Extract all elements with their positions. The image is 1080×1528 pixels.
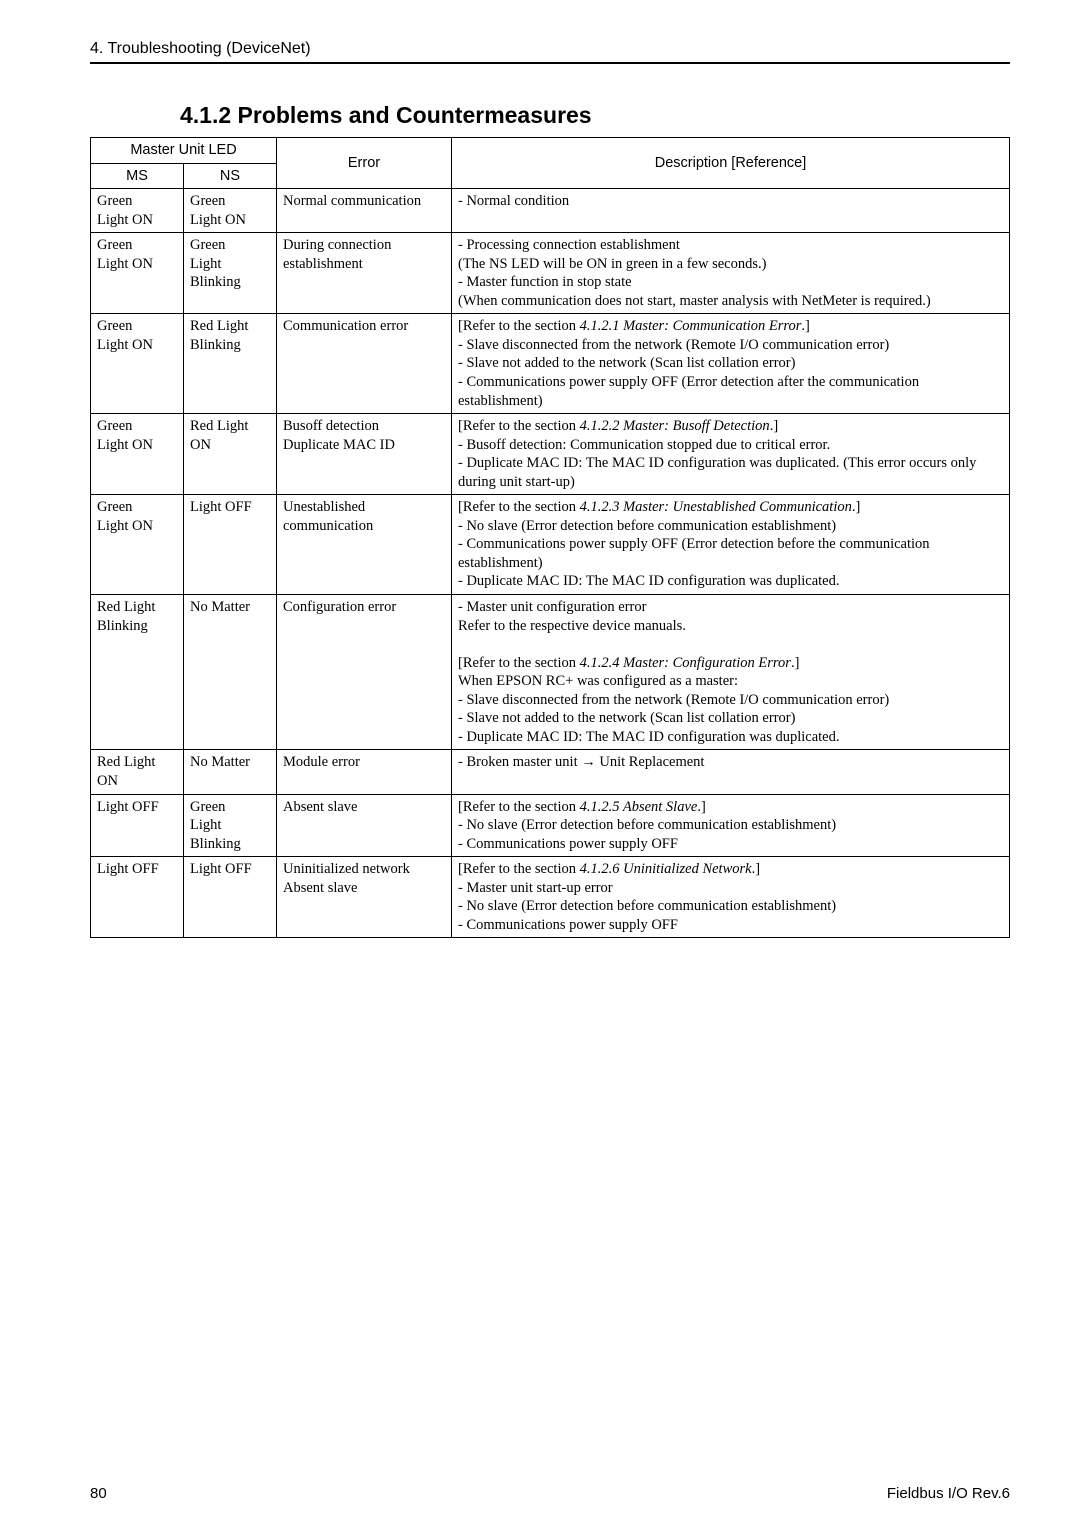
table-cell: GreenLight ON — [91, 189, 184, 233]
th-ms: MS — [91, 163, 184, 189]
table-cell: Unestablished communication — [277, 495, 452, 595]
table-cell: Light OFF — [184, 495, 277, 595]
table-row: GreenLight ONRed LightONBusoff detection… — [91, 414, 1010, 495]
page: 4. Troubleshooting (DeviceNet) 4.1.2 Pro… — [0, 0, 1080, 1528]
problems-table: Master Unit LED Error Description [Refer… — [90, 137, 1010, 938]
table-cell: Communication error — [277, 314, 452, 414]
th-ns: NS — [184, 163, 277, 189]
table-row: GreenLight ONGreenLightBlinkingDuring co… — [91, 233, 1010, 314]
table-cell: Module error — [277, 750, 452, 794]
table-row: Light OFFLight OFFUninitialized networkA… — [91, 857, 1010, 938]
table-head: Master Unit LED Error Description [Refer… — [91, 138, 1010, 189]
table-cell: Absent slave — [277, 794, 452, 857]
header-text: 4. Troubleshooting (DeviceNet) — [90, 40, 311, 57]
table-cell: - Broken master unit → Unit Replacement — [452, 750, 1010, 794]
th-unit-led: Master Unit LED — [91, 138, 277, 164]
table-cell: - Master unit configuration error Refer … — [452, 595, 1010, 750]
th-desc: Description [Reference] — [452, 138, 1010, 189]
table-row: Red LightONNo MatterModule error- Broken… — [91, 750, 1010, 794]
table-cell: GreenLight ON — [184, 189, 277, 233]
table-cell: Normal communication — [277, 189, 452, 233]
table-cell: GreenLightBlinking — [184, 794, 277, 857]
table-cell: Light OFF — [184, 857, 277, 938]
table-cell: GreenLight ON — [91, 414, 184, 495]
table-cell: GreenLight ON — [91, 233, 184, 314]
table-cell: [Refer to the section 4.1.2.3 Master: Un… — [452, 495, 1010, 595]
table-cell: No Matter — [184, 595, 277, 750]
table-cell: [Refer to the section 4.1.2.6 Uninitiali… — [452, 857, 1010, 938]
table-cell: [Refer to the section 4.1.2.5 Absent Sla… — [452, 794, 1010, 857]
table-cell: [Refer to the section 4.1.2.2 Master: Bu… — [452, 414, 1010, 495]
table-row: Red LightBlinkingNo MatterConfiguration … — [91, 595, 1010, 750]
table-cell: Light OFF — [91, 857, 184, 938]
page-number: 80 — [90, 1485, 107, 1502]
table-cell: [Refer to the section 4.1.2.1 Master: Co… — [452, 314, 1010, 414]
table-row: GreenLight ONRed LightBlinkingCommunicat… — [91, 314, 1010, 414]
table-cell: Red LightON — [184, 414, 277, 495]
table-cell: - Normal condition — [452, 189, 1010, 233]
th-error: Error — [277, 138, 452, 189]
table-cell: Uninitialized networkAbsent slave — [277, 857, 452, 938]
doc-rev: Fieldbus I/O Rev.6 — [887, 1485, 1010, 1502]
table-row: GreenLight ONGreenLight ONNormal communi… — [91, 189, 1010, 233]
page-footer: 80 Fieldbus I/O Rev.6 — [90, 1485, 1010, 1502]
table-cell: - Processing connection establishment (T… — [452, 233, 1010, 314]
table-body: GreenLight ONGreenLight ONNormal communi… — [91, 189, 1010, 938]
table-cell: GreenLight ON — [91, 495, 184, 595]
table-cell: No Matter — [184, 750, 277, 794]
table-cell: GreenLight ON — [91, 314, 184, 414]
table-row: Light OFFGreenLightBlinkingAbsent slave[… — [91, 794, 1010, 857]
table-cell: Light OFF — [91, 794, 184, 857]
section-title: 4.1.2 Problems and Countermeasures — [180, 102, 1010, 129]
table-cell: Busoff detectionDuplicate MAC ID — [277, 414, 452, 495]
table-cell: During connection establishment — [277, 233, 452, 314]
table-cell: Red LightBlinking — [184, 314, 277, 414]
table-cell: Configuration error — [277, 595, 452, 750]
table-cell: Red LightON — [91, 750, 184, 794]
table-cell: Red LightBlinking — [91, 595, 184, 750]
table-row: GreenLight ONLight OFFUnestablished comm… — [91, 495, 1010, 595]
table-cell: GreenLightBlinking — [184, 233, 277, 314]
page-header: 4. Troubleshooting (DeviceNet) — [90, 40, 1010, 64]
